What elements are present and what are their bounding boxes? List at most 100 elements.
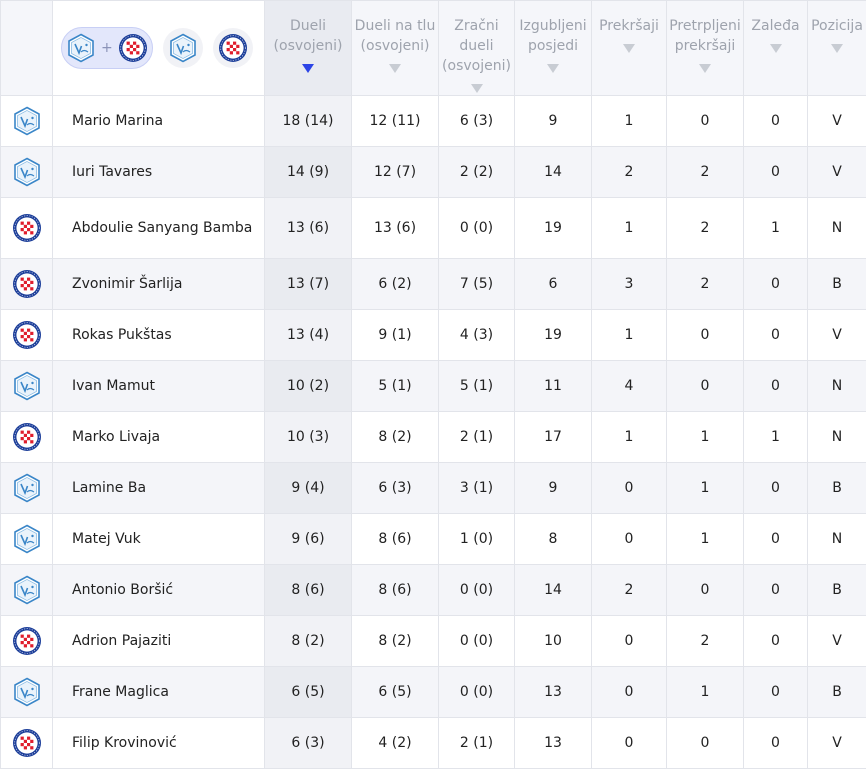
sort-icon	[623, 44, 635, 53]
cell-duels: 13 (4)	[265, 310, 352, 361]
team-logo-cell	[1, 412, 53, 463]
cell-duels: 8 (6)	[265, 565, 352, 616]
cell-duels: 13 (7)	[265, 259, 352, 310]
vukovar-crest-icon	[168, 33, 198, 63]
team-logo-cell	[1, 259, 53, 310]
cell-ground-duels: 8 (2)	[352, 412, 439, 463]
cell-was-fouled: 1	[667, 463, 744, 514]
cell-possession-lost: 19	[515, 198, 592, 259]
cell-position: V	[808, 718, 866, 769]
cell-aerial-duels: 1 (0)	[439, 514, 515, 565]
cell-position: N	[808, 412, 866, 463]
cell-possession-lost: 19	[515, 310, 592, 361]
team-logo-cell	[1, 310, 53, 361]
cell-offsides: 0	[744, 667, 808, 718]
cell-position: B	[808, 463, 866, 514]
cell-duels: 8 (2)	[265, 616, 352, 667]
team-logo-cell	[1, 718, 53, 769]
vukovar-crest-icon	[12, 371, 42, 401]
player-name[interactable]: Abdoulie Sanyang Bamba	[53, 198, 265, 259]
cell-offsides: 0	[744, 463, 808, 514]
cell-was-fouled: 2	[667, 147, 744, 198]
col-header-offsides[interactable]: Zaleđa	[744, 1, 808, 96]
player-name[interactable]: Marko Livaja	[53, 412, 265, 463]
col-header-position[interactable]: Pozicija	[808, 1, 866, 96]
player-name[interactable]: Ivan Mamut	[53, 361, 265, 412]
cell-possession-lost: 11	[515, 361, 592, 412]
cell-was-fouled: 0	[667, 361, 744, 412]
col-header-was-fouled[interactable]: Pretrpljeni prekršaji	[667, 1, 744, 96]
team-filter: +	[53, 1, 265, 96]
cell-ground-duels: 6 (3)	[352, 463, 439, 514]
player-name[interactable]: Iuri Tavares	[53, 147, 265, 198]
cell-position: B	[808, 259, 866, 310]
cell-aerial-duels: 7 (5)	[439, 259, 515, 310]
col-header-aerial-duels[interactable]: Zračni dueli (osvojeni)	[439, 1, 515, 96]
cell-was-fouled: 2	[667, 259, 744, 310]
col-label-duels: Dueli (osvojeni)	[265, 1, 351, 56]
col-header-possession-lost[interactable]: Izgubljeni posjedi	[515, 1, 592, 96]
cell-offsides: 0	[744, 147, 808, 198]
hajduk-split-crest-icon	[12, 213, 42, 243]
cell-aerial-duels: 0 (0)	[439, 616, 515, 667]
cell-fouls: 2	[592, 565, 667, 616]
cell-offsides: 0	[744, 310, 808, 361]
cell-aerial-duels: 2 (1)	[439, 718, 515, 769]
cell-duels: 13 (6)	[265, 198, 352, 259]
cell-was-fouled: 2	[667, 616, 744, 667]
player-name[interactable]: Filip Krovinović	[53, 718, 265, 769]
col-header-ground-duels[interactable]: Dueli na tlu (osvojeni)	[352, 1, 439, 96]
cell-duels: 14 (9)	[265, 147, 352, 198]
player-name[interactable]: Matej Vuk	[53, 514, 265, 565]
col-header-fouls[interactable]: Prekršaji	[592, 1, 667, 96]
cell-aerial-duels: 3 (1)	[439, 463, 515, 514]
player-name[interactable]: Adrion Pajaziti	[53, 616, 265, 667]
player-name[interactable]: Lamine Ba	[53, 463, 265, 514]
cell-was-fouled: 0	[667, 565, 744, 616]
sort-desc-icon	[302, 64, 314, 73]
col-header-duels[interactable]: Dueli (osvojeni)	[265, 1, 352, 96]
filter-plus: +	[101, 38, 113, 58]
cell-fouls: 0	[592, 514, 667, 565]
cell-fouls: 0	[592, 667, 667, 718]
player-name[interactable]: Mario Marina	[53, 96, 265, 147]
cell-possession-lost: 14	[515, 565, 592, 616]
team-logo-cell	[1, 96, 53, 147]
vukovar-crest-icon	[12, 524, 42, 554]
cell-was-fouled: 0	[667, 310, 744, 361]
player-name[interactable]: Frane Maglica	[53, 667, 265, 718]
cell-was-fouled: 2	[667, 198, 744, 259]
filter-team-b[interactable]	[213, 28, 253, 68]
cell-duels: 6 (5)	[265, 667, 352, 718]
vukovar-crest-icon	[66, 33, 96, 63]
cell-aerial-duels: 0 (0)	[439, 667, 515, 718]
player-name[interactable]: Antonio Boršić	[53, 565, 265, 616]
cell-possession-lost: 10	[515, 616, 592, 667]
team-logo-cell	[1, 514, 53, 565]
filter-both-teams[interactable]: +	[61, 27, 153, 69]
player-name[interactable]: Zvonimir Šarlija	[53, 259, 265, 310]
cell-aerial-duels: 5 (1)	[439, 361, 515, 412]
sort-icon	[831, 44, 843, 53]
vukovar-crest-icon	[12, 677, 42, 707]
sort-icon	[389, 64, 401, 73]
player-name[interactable]: Rokas Pukštas	[53, 310, 265, 361]
filter-team-a[interactable]	[163, 28, 203, 68]
cell-ground-duels: 12 (7)	[352, 147, 439, 198]
cell-fouls: 3	[592, 259, 667, 310]
vukovar-crest-icon	[12, 157, 42, 187]
cell-position: B	[808, 565, 866, 616]
